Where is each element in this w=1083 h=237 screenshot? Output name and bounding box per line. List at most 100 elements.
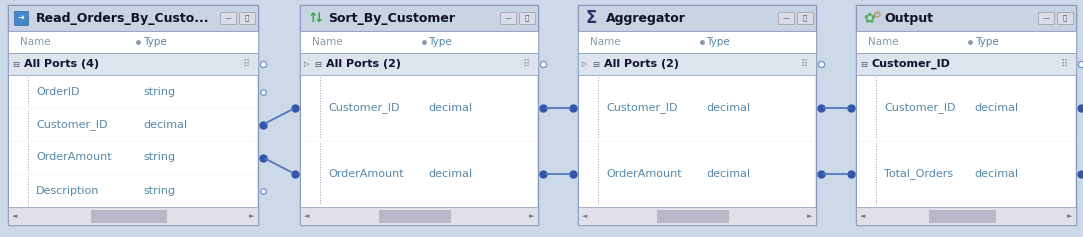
Text: Type: Type	[143, 37, 167, 47]
Text: —: —	[1043, 15, 1049, 21]
Text: Read_Orders_By_Custo...: Read_Orders_By_Custo...	[36, 12, 209, 24]
Text: ➜: ➜	[17, 14, 25, 23]
Bar	[578, 5, 815, 225]
Text: ⬜: ⬜	[525, 15, 530, 21]
Text: ◄: ◄	[860, 213, 865, 219]
Text: Name: Name	[867, 37, 899, 47]
Text: ✿: ✿	[863, 11, 875, 25]
Text: ⚙: ⚙	[872, 10, 880, 20]
Text: ⠿: ⠿	[243, 59, 250, 69]
Bar	[579, 142, 815, 207]
Text: ⬜: ⬜	[803, 15, 807, 21]
Text: ►: ►	[249, 213, 255, 219]
Bar	[301, 76, 537, 141]
Bar	[857, 76, 1075, 141]
Text: OrderAmount: OrderAmount	[606, 169, 681, 179]
Text: string: string	[143, 186, 175, 196]
Text: decimal: decimal	[975, 103, 1019, 113]
Text: Total_Orders: Total_Orders	[884, 169, 953, 179]
Text: decimal: decimal	[706, 103, 751, 113]
Text: ▷: ▷	[304, 61, 310, 67]
Bar	[578, 31, 815, 53]
Text: Name: Name	[312, 37, 342, 47]
Bar	[239, 12, 255, 24]
Text: ◄: ◄	[12, 213, 17, 219]
Text: string: string	[143, 87, 175, 96]
Text: ►: ►	[529, 213, 534, 219]
Bar	[300, 207, 538, 225]
Text: —: —	[505, 15, 511, 21]
Bar	[8, 31, 258, 53]
Bar	[856, 31, 1077, 53]
Text: ⠿: ⠿	[800, 59, 808, 69]
Text: Aggregator: Aggregator	[606, 12, 686, 24]
Bar	[300, 31, 538, 53]
Text: decimal: decimal	[143, 119, 187, 129]
Text: OrderAmount: OrderAmount	[36, 152, 112, 163]
Text: OrderID: OrderID	[36, 87, 79, 96]
Text: decimal: decimal	[975, 169, 1019, 179]
Bar	[778, 12, 794, 24]
Text: Name: Name	[19, 37, 51, 47]
Bar	[300, 5, 538, 31]
Bar	[9, 76, 257, 108]
Bar	[14, 11, 28, 25]
Text: ►: ►	[1067, 213, 1072, 219]
Bar	[9, 142, 257, 174]
Text: Type: Type	[975, 37, 999, 47]
Bar	[856, 53, 1077, 75]
Text: ⠿: ⠿	[1061, 59, 1068, 69]
Bar	[578, 207, 815, 225]
Text: Type: Type	[706, 37, 730, 47]
Text: Name: Name	[590, 37, 621, 47]
Text: All Ports (2): All Ports (2)	[604, 59, 679, 69]
Bar	[857, 142, 1075, 207]
Bar	[519, 12, 535, 24]
Text: ↑: ↑	[308, 12, 318, 24]
Bar	[1057, 12, 1073, 24]
Text: decimal: decimal	[706, 169, 751, 179]
Text: ⊟: ⊟	[592, 59, 599, 68]
Text: decimal: decimal	[429, 103, 472, 113]
Bar	[500, 12, 516, 24]
Text: Sort_By_Customer: Sort_By_Customer	[328, 12, 455, 24]
Bar	[8, 207, 258, 225]
Bar	[797, 12, 813, 24]
Bar	[856, 207, 1077, 225]
Text: All Ports (2): All Ports (2)	[326, 59, 401, 69]
Text: Σ: Σ	[585, 9, 597, 27]
Text: ⬜: ⬜	[245, 15, 249, 21]
Bar	[91, 210, 166, 222]
Bar	[8, 53, 258, 75]
Bar	[579, 76, 815, 141]
Text: Customer_ID: Customer_ID	[606, 103, 678, 114]
Text: string: string	[143, 152, 175, 163]
Text: Customer_ID: Customer_ID	[872, 59, 951, 69]
Text: decimal: decimal	[429, 169, 472, 179]
Text: ◄: ◄	[582, 213, 587, 219]
Text: ↓: ↓	[314, 12, 324, 24]
Bar	[856, 5, 1077, 31]
Bar	[9, 175, 257, 207]
Text: Customer_ID: Customer_ID	[328, 103, 400, 114]
Text: Customer_ID: Customer_ID	[36, 119, 107, 130]
Bar	[578, 53, 815, 75]
Bar	[928, 210, 994, 222]
Text: ◄: ◄	[304, 213, 310, 219]
Text: Output: Output	[884, 12, 932, 24]
Text: ⊟: ⊟	[860, 59, 867, 68]
Text: Customer_ID: Customer_ID	[884, 103, 955, 114]
Bar	[9, 109, 257, 141]
Bar	[220, 12, 236, 24]
Text: ⬜: ⬜	[1062, 15, 1067, 21]
Bar	[1038, 12, 1054, 24]
Text: —: —	[224, 15, 232, 21]
Bar	[301, 142, 537, 207]
Text: All Ports (4): All Ports (4)	[24, 59, 100, 69]
Text: ⊟: ⊟	[12, 59, 19, 68]
Text: —: —	[783, 15, 790, 21]
Text: ►: ►	[807, 213, 812, 219]
Bar	[379, 210, 449, 222]
Text: ▷: ▷	[582, 61, 587, 67]
Bar	[856, 5, 1077, 225]
